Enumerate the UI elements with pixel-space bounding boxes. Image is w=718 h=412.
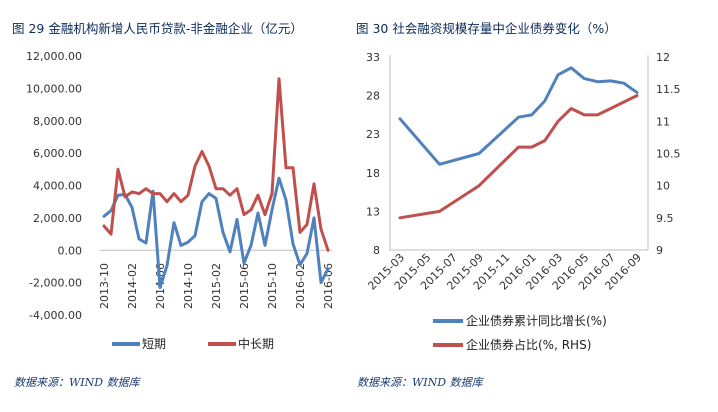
right-legend-label: 企业债券累计同比增长(%) <box>466 313 607 328</box>
left-x-tick-label: 2015-10 <box>266 263 279 309</box>
left-y-tick-label: 10,000.00 <box>26 82 82 95</box>
left-y-tick-label: 8,000.00 <box>33 115 82 128</box>
right-y-right-tick-label: 11 <box>656 115 670 128</box>
left-x-tick-label: 2015-02 <box>210 263 223 309</box>
left-series-line-medium-long-term <box>102 77 330 252</box>
right-y-right-tick-label: 11.5 <box>656 83 681 96</box>
right-y-left-tick-label: 8 <box>373 244 380 257</box>
right-legend-label: 企业债券占比(%, RHS) <box>466 337 591 352</box>
left-y-tick-label: 2,000.00 <box>33 212 82 225</box>
left-x-tick-label: 2014-02 <box>126 263 139 309</box>
left-y-tick-label: 6,000.00 <box>33 147 82 160</box>
right-y-right-tick-label: 10 <box>656 180 670 193</box>
left-legend-label: 短期 <box>142 337 166 351</box>
right-y-right-tick-label: 10.5 <box>656 148 681 161</box>
right-y-left-tick-label: 28 <box>366 90 380 103</box>
left-series-line-short-term <box>102 176 330 289</box>
left-chart-title: 图 29 金融机构新增人民币贷款-非金融企业（亿元） <box>12 21 303 36</box>
left-source-note: 数据来源：WIND 数据库 <box>14 376 140 389</box>
right-y-left-tick-label: 33 <box>366 51 380 64</box>
right-chart-title: 图 30 社会融资规模存量中企业债券变化（%） <box>356 21 617 36</box>
left-legend-label: 中长期 <box>238 336 274 351</box>
left-chart: 12,000.00 10,000.00 8,000.00 6,000.00 4,000.… <box>26 50 335 351</box>
left-y-tick-label: -2,000.00 <box>29 277 82 290</box>
left-y-tick-label: 0.00 <box>58 244 83 257</box>
left-x-tick-label: 2013-10 <box>98 263 111 309</box>
right-y-left-tick-label: 13 <box>366 205 380 218</box>
right-series-line-bond-share <box>398 94 639 220</box>
right-chart: 332823181381211.51110.5109.592015-032015… <box>365 51 680 352</box>
left-y-tick-label: 4,000.00 <box>33 180 82 193</box>
right-y-right-tick-label: 12 <box>656 51 670 64</box>
left-y-tick-label: 12,000.00 <box>26 50 82 63</box>
right-y-left-tick-label: 23 <box>366 128 380 141</box>
left-y-tick-label: -4,000.00 <box>29 309 82 322</box>
right-series-line-bond-growth <box>398 66 639 166</box>
left-x-tick-label: 2014-10 <box>182 263 195 309</box>
right-y-right-tick-label: 9.5 <box>656 212 674 225</box>
left-x-tick-label: 2015-06 <box>238 263 251 309</box>
left-x-tick-label: 2016-02 <box>294 263 307 309</box>
right-y-right-tick-label: 9 <box>656 244 663 257</box>
right-source-note: 数据来源：WIND 数据库 <box>357 376 483 389</box>
right-y-left-tick-label: 18 <box>366 167 380 180</box>
